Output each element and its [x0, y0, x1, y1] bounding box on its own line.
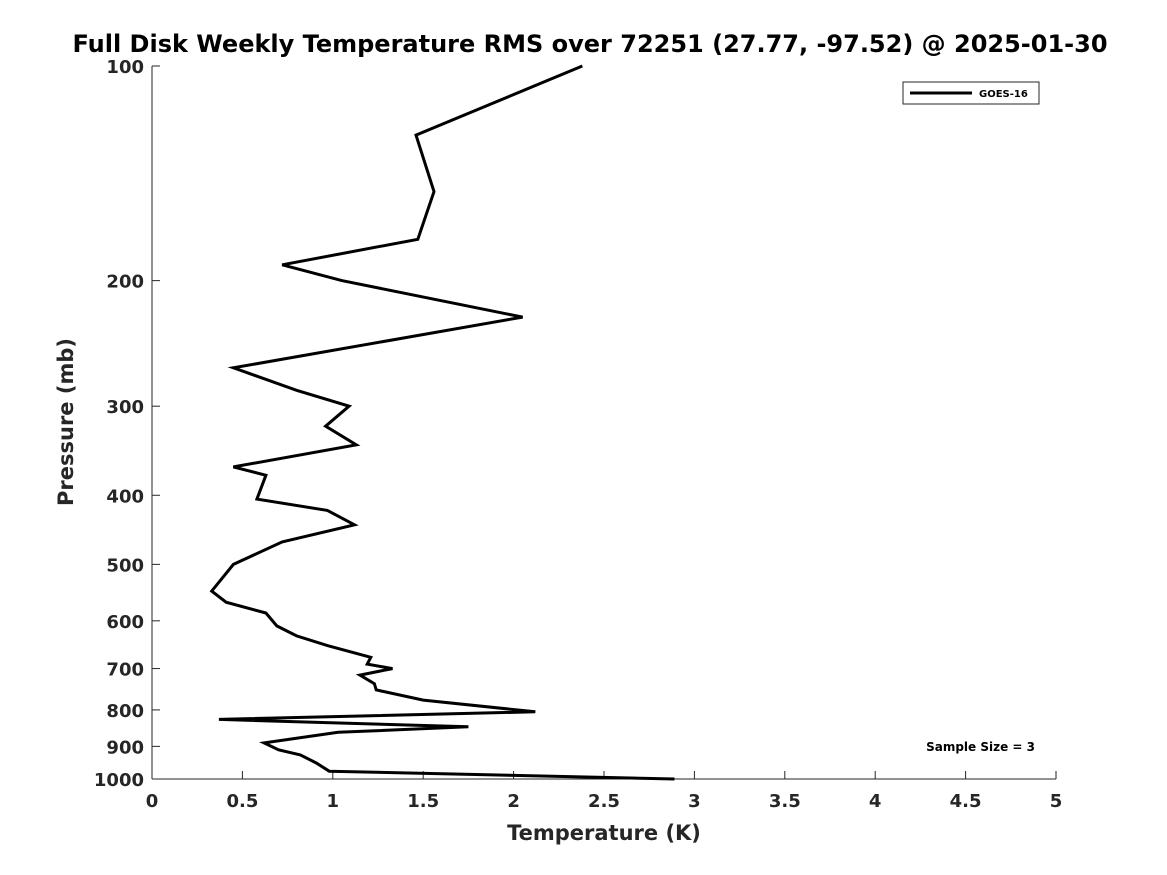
series-layer: [209, 64, 675, 781]
y-tick-label: 600: [106, 612, 144, 633]
x-tick-label: 4: [869, 791, 882, 812]
y-tick-label: 800: [106, 701, 144, 722]
x-tick-label: 0: [146, 791, 159, 812]
x-tick-label: 2.5: [588, 791, 620, 812]
y-tick-label: 100: [106, 57, 144, 78]
x-axis-label: Temperature (K): [507, 821, 701, 845]
y-tick-label: 300: [106, 397, 144, 418]
sample-size-annotation: Sample Size = 3: [926, 740, 1035, 754]
x-tick-label: 3: [688, 791, 701, 812]
x-tick-label: 3.5: [769, 791, 801, 812]
y-tick-label: 400: [106, 486, 144, 507]
x-tick-label: 4.5: [950, 791, 982, 812]
y-axis-ticks: 100 200 300 400 500 600 700 800 900 1000: [94, 57, 160, 791]
x-tick-label: 2: [507, 791, 520, 812]
x-tick-label: 0.5: [226, 791, 258, 812]
y-tick-label: 1000: [94, 770, 144, 791]
legend: GOES-16: [902, 81, 1040, 105]
y-tick-label: 500: [106, 555, 144, 576]
x-axis-ticks: 0 0.5 1 1.5 2 2.5 3 3.5 4 4.5 5: [146, 771, 1063, 812]
legend-label-goes-16: GOES-16: [979, 89, 1028, 100]
x-tick-label: 1: [327, 791, 340, 812]
y-tick-label: 700: [106, 660, 144, 681]
y-axis-label: Pressure (mb): [54, 338, 78, 506]
series-line-goes-16: [209, 64, 675, 781]
chart-title: Full Disk Weekly Temperature RMS over 72…: [72, 30, 1107, 58]
y-tick-label: 900: [106, 737, 144, 758]
x-tick-label: 1.5: [407, 791, 439, 812]
x-tick-label: 5: [1050, 791, 1063, 812]
y-tick-label: 200: [106, 272, 144, 293]
